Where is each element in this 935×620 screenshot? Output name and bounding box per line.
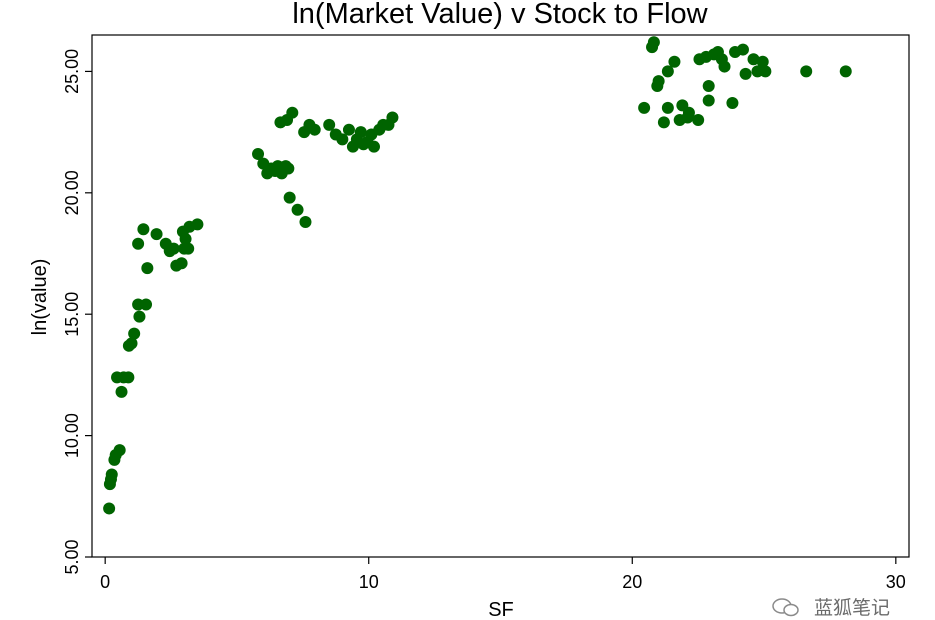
- data-point: [638, 101, 651, 114]
- x-axis-label: SF: [488, 599, 514, 620]
- data-point: [336, 133, 349, 146]
- y-tick-label: 25.00: [62, 49, 82, 94]
- data-point: [252, 147, 265, 160]
- data-point: [103, 502, 116, 515]
- y-axis-label: ln(value): [29, 259, 51, 336]
- data-point: [759, 65, 772, 78]
- wechat-icon: [772, 598, 799, 617]
- data-point: [128, 327, 141, 340]
- data-point: [800, 65, 813, 78]
- data-point: [167, 242, 180, 255]
- x-tick-label: 0: [100, 572, 110, 592]
- data-point: [736, 43, 749, 56]
- data-point: [839, 65, 852, 78]
- y-tick-label: 15.00: [62, 292, 82, 337]
- data-point: [702, 79, 715, 92]
- data-point: [692, 113, 705, 126]
- data-point: [182, 242, 195, 255]
- data-point: [702, 94, 715, 107]
- data-point: [105, 468, 118, 481]
- y-tick-label: 20.00: [62, 170, 82, 215]
- data-point: [652, 75, 665, 88]
- y-tick-label: 10.00: [62, 413, 82, 458]
- data-point: [299, 215, 312, 228]
- data-point: [191, 218, 204, 231]
- data-point: [756, 55, 769, 68]
- data-point: [132, 237, 145, 250]
- data-point: [386, 111, 399, 124]
- data-point: [179, 232, 192, 245]
- data-point: [125, 337, 138, 350]
- data-point: [291, 203, 304, 216]
- data-point: [739, 67, 752, 80]
- data-point: [137, 223, 150, 236]
- data-point: [113, 444, 126, 457]
- watermark: 蓝狐笔记: [772, 597, 890, 619]
- data-point: [282, 162, 295, 175]
- plot-frame: [91, 34, 910, 558]
- data-point: [682, 106, 695, 119]
- data-point: [367, 140, 380, 153]
- data-point: [354, 126, 367, 139]
- x-tick-label: 20: [622, 572, 642, 592]
- x-tick-label: 10: [359, 572, 379, 592]
- x-tick-label: 30: [886, 572, 906, 592]
- data-point: [308, 123, 321, 136]
- watermark-text: 蓝狐笔记: [814, 597, 890, 619]
- data-point: [133, 310, 146, 323]
- data-point: [283, 191, 296, 204]
- x-axis: 0 10 20 30: [100, 557, 906, 592]
- data-point: [661, 101, 674, 114]
- data-point: [661, 65, 674, 78]
- data-point: [342, 123, 355, 136]
- data-point: [141, 262, 154, 275]
- data-point: [718, 60, 731, 73]
- data-point: [747, 53, 760, 66]
- data-point: [657, 116, 670, 129]
- y-axis: 5.00 10.00 15.00 20.00 25.00: [62, 49, 92, 575]
- chart-title: ln(Market Value) v Stock to Flow: [292, 0, 708, 30]
- data-point: [175, 257, 188, 270]
- data-point: [323, 118, 336, 131]
- data-point: [647, 36, 660, 49]
- data-point: [726, 96, 739, 109]
- data-point: [115, 385, 128, 398]
- data-point: [140, 298, 153, 311]
- data-points: [103, 36, 852, 515]
- y-tick-label: 5.00: [62, 539, 82, 574]
- data-point: [668, 55, 681, 68]
- data-point: [122, 371, 135, 384]
- data-point: [286, 106, 299, 119]
- data-point: [150, 228, 163, 241]
